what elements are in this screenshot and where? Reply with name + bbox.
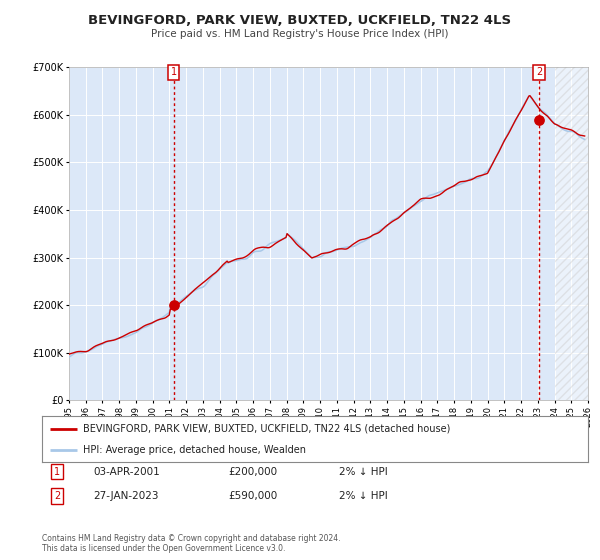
- Point: [534, 115, 544, 124]
- Text: 1: 1: [170, 67, 176, 77]
- Text: 2: 2: [54, 491, 60, 501]
- Text: £590,000: £590,000: [228, 491, 277, 501]
- Bar: [554, 67, 588, 400]
- Text: 03-APR-2001: 03-APR-2001: [93, 466, 160, 477]
- Text: HPI: Average price, detached house, Wealden: HPI: Average price, detached house, Weal…: [83, 445, 306, 455]
- Text: BEVINGFORD, PARK VIEW, BUXTED, UCKFIELD, TN22 4LS (detached house): BEVINGFORD, PARK VIEW, BUXTED, UCKFIELD,…: [83, 423, 451, 433]
- Text: 2% ↓ HPI: 2% ↓ HPI: [339, 491, 388, 501]
- Point: [169, 301, 178, 310]
- Text: This data is licensed under the Open Government Licence v3.0.: This data is licensed under the Open Gov…: [42, 544, 286, 553]
- Text: Price paid vs. HM Land Registry's House Price Index (HPI): Price paid vs. HM Land Registry's House …: [151, 29, 449, 39]
- Text: BEVINGFORD, PARK VIEW, BUXTED, UCKFIELD, TN22 4LS: BEVINGFORD, PARK VIEW, BUXTED, UCKFIELD,…: [88, 14, 512, 27]
- Text: 27-JAN-2023: 27-JAN-2023: [93, 491, 158, 501]
- Text: 2: 2: [536, 67, 542, 77]
- Text: 1: 1: [54, 466, 60, 477]
- Text: £200,000: £200,000: [228, 466, 277, 477]
- Text: 2% ↓ HPI: 2% ↓ HPI: [339, 466, 388, 477]
- Text: Contains HM Land Registry data © Crown copyright and database right 2024.: Contains HM Land Registry data © Crown c…: [42, 534, 341, 543]
